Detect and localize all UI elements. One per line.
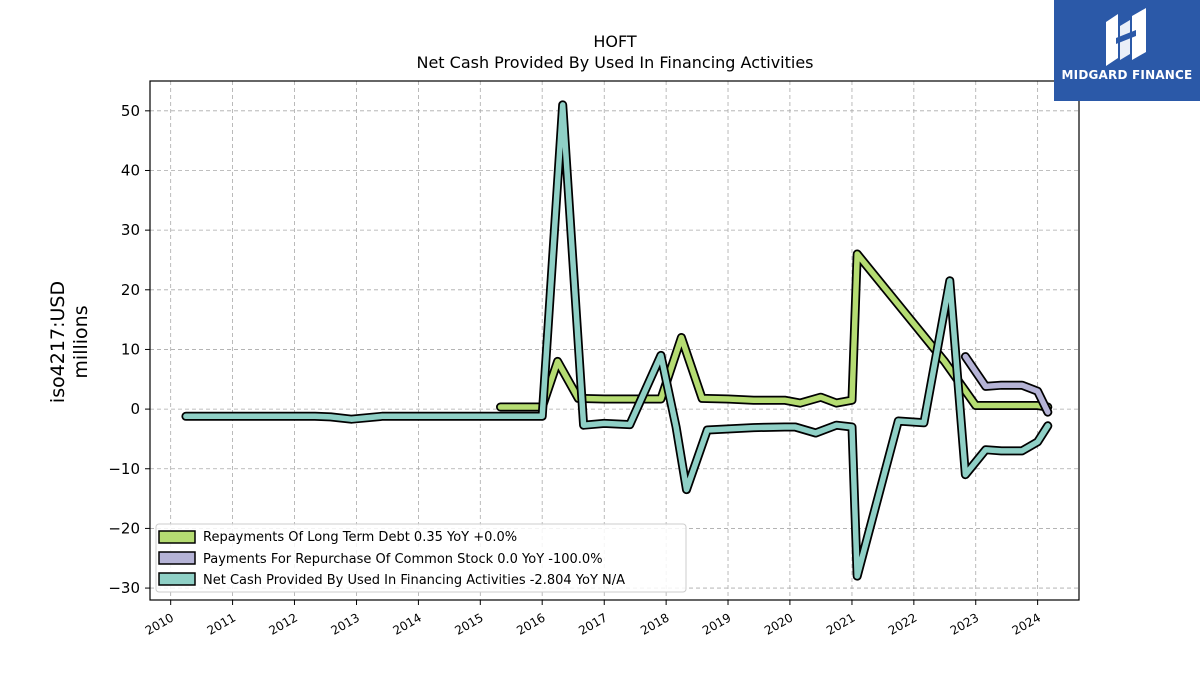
y-tick-label: 0 [130, 400, 140, 418]
y-axis-label-unit: millions [70, 305, 92, 378]
chart-title: HOFT [593, 32, 637, 51]
legend-box [155, 523, 687, 593]
x-tick-layer: 2010 2011 2012 2013 2014 2015 2016 2017 2018 2019… [143, 600, 1043, 638]
y-tick-label: 30 [121, 221, 140, 239]
y-tick-label: 50 [121, 102, 140, 120]
series-line [962, 353, 1051, 415]
x-tick-label: 2016 [514, 610, 547, 637]
legend-label-repurchase: Payments For Repurchase Of Common Stock … [203, 552, 603, 567]
x-tick-label: 2021 [824, 610, 857, 637]
y-tick-label: −10 [108, 460, 140, 478]
legend-label-repayments: Repayments Of Long Term Debt 0.35 YoY +0… [203, 530, 517, 545]
legend-swatch-1 [158, 551, 196, 565]
legend-label-net-cash: Net Cash Provided By Used In Financing A… [203, 573, 625, 588]
x-tick-label: 2018 [638, 610, 671, 637]
brand-name: MIDGARD FINANCE [1061, 68, 1193, 82]
x-tick-label: 2014 [390, 610, 423, 637]
x-tick-label: 2019 [700, 610, 733, 637]
x-tick-label: 2020 [762, 610, 795, 637]
y-tick-label: 10 [121, 340, 140, 358]
y-tick-layer: 50 40 30 20 10 0 −10 −20 −30 [108, 102, 150, 597]
chart-subtitle: Net Cash Provided By Used In Financing A… [416, 53, 813, 72]
series-line-outline [181, 100, 1053, 581]
legend-swatch-2 [158, 572, 196, 586]
brand-mark-icon [1106, 8, 1146, 66]
brand-logo: MIDGARD FINANCE [1054, 0, 1200, 101]
x-tick-label: 2022 [886, 610, 919, 637]
series-layer [181, 100, 1053, 581]
y-tick-label: 20 [121, 281, 140, 299]
plot-frame [149, 80, 1080, 601]
y-tick-label: −30 [108, 579, 140, 597]
x-tick-label: 2011 [205, 610, 238, 637]
legend: Repayments Of Long Term Debt 0.35 YoY +0… [155, 523, 687, 593]
x-tick-label: 2010 [143, 610, 176, 637]
y-axis-label: iso4217:USD [47, 281, 69, 403]
y-tick-label: 40 [121, 161, 140, 179]
x-tick-label: 2017 [576, 610, 609, 637]
x-tick-label: 2024 [1010, 610, 1043, 637]
x-tick-label: 2023 [948, 610, 981, 637]
x-tick-label: 2012 [267, 610, 300, 637]
y-tick-label: −20 [108, 519, 140, 537]
x-tick-label: 2015 [452, 610, 485, 637]
legend-swatch-0 [158, 530, 196, 544]
x-tick-label: 2013 [329, 610, 362, 637]
series-line [183, 102, 1051, 579]
